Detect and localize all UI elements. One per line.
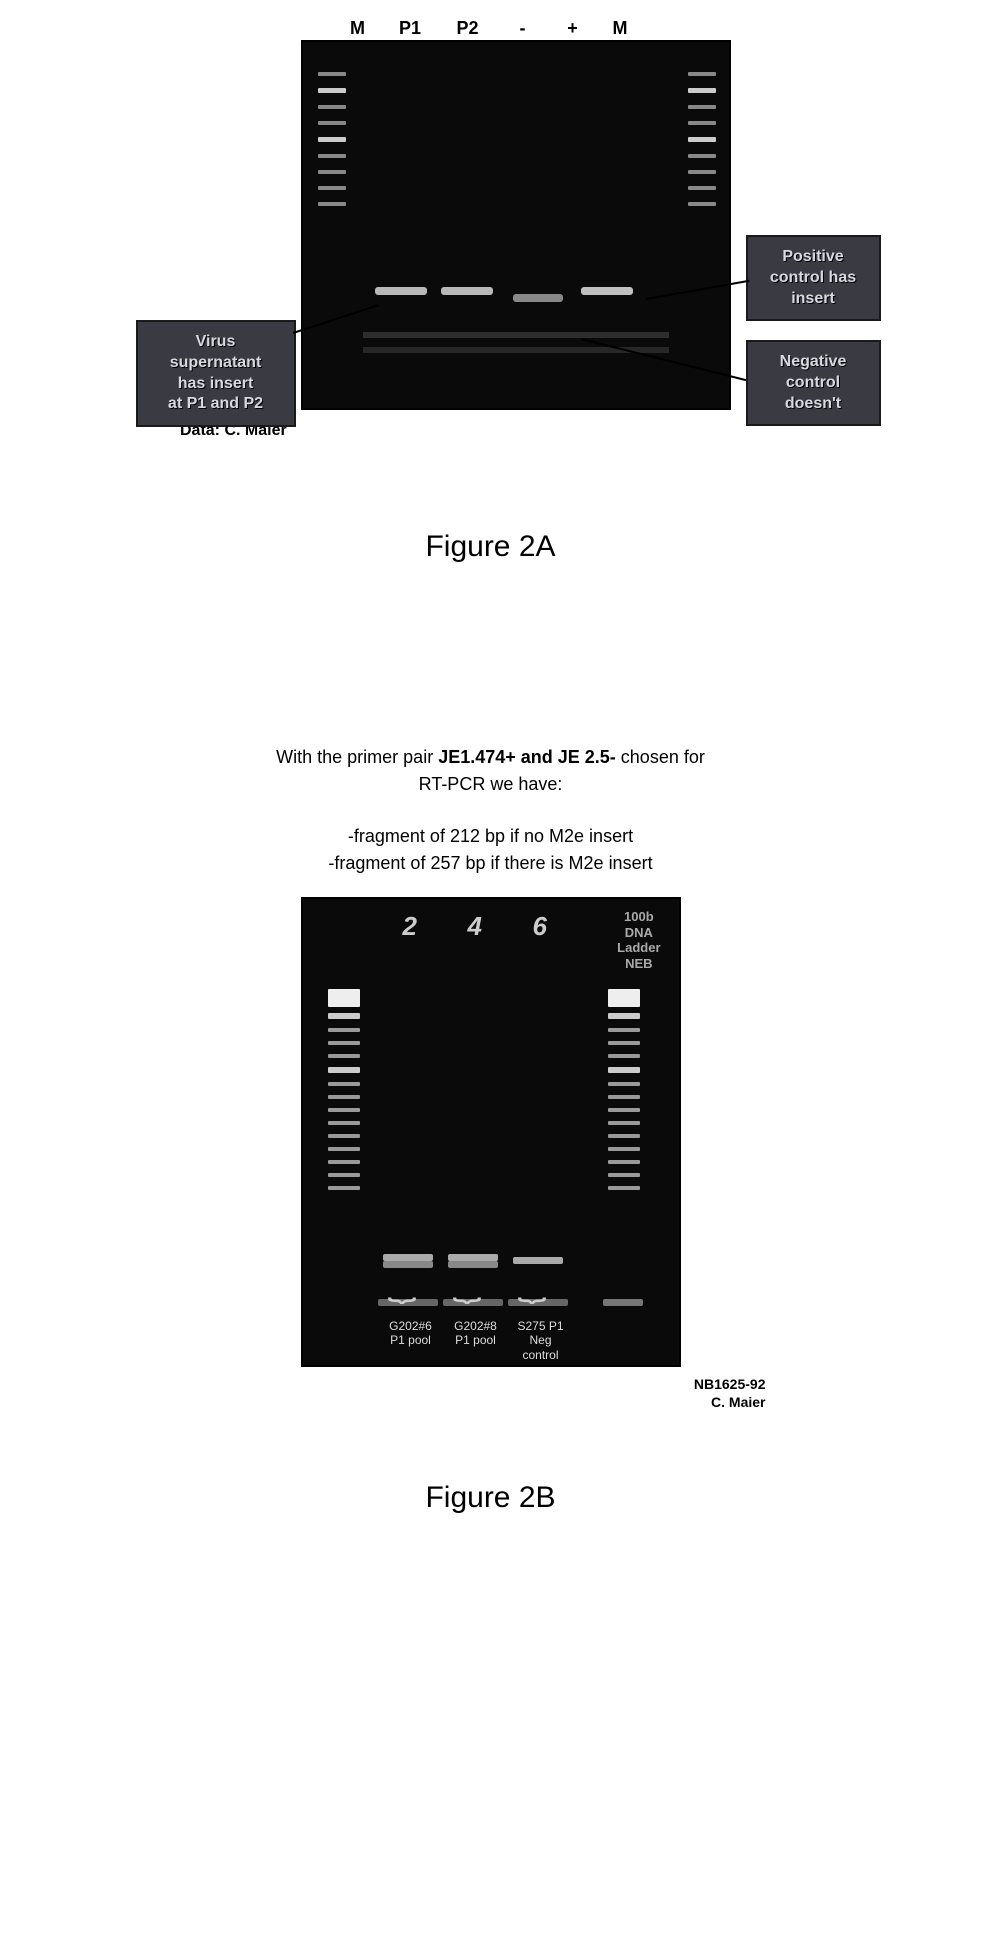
sample-label: G202#8P1 pool [446,1319,506,1348]
primer-text-post: chosen for [616,747,705,767]
lane-label: P1 [383,18,438,39]
gel-2a-container: MP1P2-+M Virussupernatanthas insertat P1… [141,40,841,410]
gel-band [513,1257,563,1264]
annotation-virus-supernatant: Virussupernatanthas insertat P1 and P2 [136,320,296,427]
bracket-icon: ⏟ [452,1269,481,1303]
frag2-pre: -fragment of [328,853,430,873]
bracket-icon: ⏟ [517,1269,546,1303]
primer-text-pre: With the primer pair [276,747,438,767]
frag1-post: if no M2e insert [505,826,633,846]
fragment-description: -fragment of 212 bp if no M2e insert -fr… [0,823,981,877]
gel-2b-lane-number: 4 [468,911,482,942]
gel-band [581,287,633,295]
primer-text-bold: JE1.474+ and JE 2.5- [438,747,616,767]
gel-band [383,1254,433,1261]
ladder-label: 100bDNALadderNEB [617,909,660,971]
figure-2a-section: MP1P2-+M Virussupernatanthas insertat P1… [0,0,981,564]
dna-ladder [328,989,360,1199]
frag1-bold: 212 bp [450,826,505,846]
sample-label: S275 P1Negcontrol [511,1319,571,1362]
lane-label: - [498,18,548,39]
gel-2a-image [301,40,731,410]
figure-2b-section: With the primer pair JE1.474+ and JE 2.5… [0,744,981,1515]
gel-2b-lane-number: 6 [533,911,547,942]
sample-label: G202#6P1 pool [381,1319,441,1348]
credit-nb: NB1625-92 [694,1376,766,1392]
gel-2b-image: 2 4 6 100bDNALadderNEB ⏟ ⏟ ⏟ G202#6P1 poolG202#… [301,897,681,1367]
gel-band [383,1261,433,1268]
gel-band [375,287,427,295]
lane-label: + [548,18,598,39]
credit-author: C. Maier [711,1394,765,1410]
lane-label: P2 [438,18,498,39]
frag2-bold: 257 bp [430,853,485,873]
dna-ladder [608,989,640,1199]
gel-2a-lane-labels: MP1P2-+M [333,18,643,39]
lane-label: M [333,18,383,39]
gel-2b-lane-number: 2 [403,911,417,942]
frag1-pre: -fragment of [348,826,450,846]
gel-smear [363,332,669,338]
annotation-positive-control: Positivecontrol hasinsert [746,235,881,321]
gel-band [448,1254,498,1261]
primer-text-line2: RT-PCR we have: [419,774,563,794]
figure-2b-caption: Figure 2B [0,1481,981,1515]
figure-2b-credit: NB1625-92 C. Maier [216,1375,766,1411]
dna-ladder [318,72,346,218]
annotation-negative-control: Negativecontroldoesn't [746,340,881,426]
gel-band [603,1299,643,1306]
figure-2a-caption: Figure 2A [0,530,981,564]
gel-band [513,294,563,302]
lane-label: M [598,18,643,39]
gel-band [448,1261,498,1268]
primer-description: With the primer pair JE1.474+ and JE 2.5… [0,744,981,798]
bracket-icon: ⏟ [387,1269,416,1303]
frag2-post: if there is M2e insert [486,853,653,873]
dna-ladder [688,72,716,218]
gel-band [441,287,493,295]
